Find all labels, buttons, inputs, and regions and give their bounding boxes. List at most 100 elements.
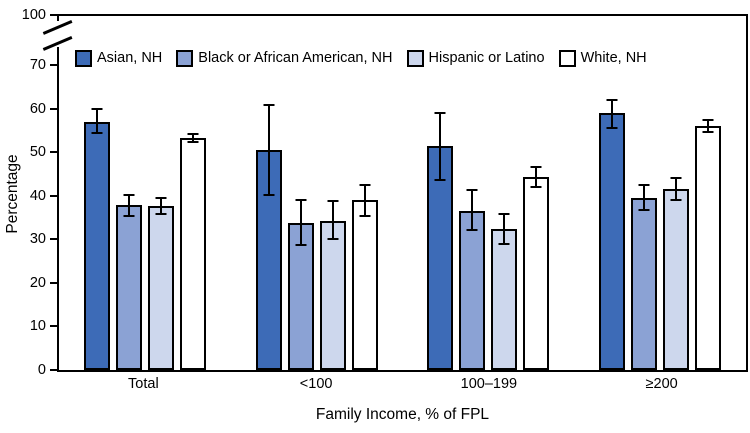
x-category-label-200: ≥200 [645, 376, 678, 392]
bar-hispanic-or-latino-total [147, 206, 174, 370]
plot-area: Asian, NH Black or African American, NH Hi… [57, 14, 748, 372]
legend-item-asian-nh: Asian, NH [75, 50, 162, 67]
x-axis-title: Family Income, % of FPL [315, 406, 490, 423]
x-category-label-100: <100 [299, 376, 333, 392]
bar-group-200 [574, 16, 746, 370]
error-bar-line [267, 105, 270, 196]
error-bar-line [675, 178, 678, 201]
error-bar-cap-top [702, 119, 714, 122]
legend-label: Asian, NH [97, 50, 163, 66]
error-bar-cap-top [327, 199, 339, 202]
bar-slot [631, 16, 658, 370]
bar-white-nh-100-199 [523, 177, 550, 370]
y-tick-label: 20 [29, 274, 46, 291]
x-axis-labels: Total <100 100–199 ≥200 [57, 376, 748, 392]
bar-black-or-african-american-nh-total [115, 204, 142, 370]
error-bar-cap-top [670, 177, 682, 180]
error-bar-line [439, 112, 442, 181]
error-bar-cap-top [606, 98, 618, 101]
y-tick-label: 0 [37, 362, 46, 378]
y-tick-label: 60 [29, 100, 46, 117]
bar-slot [695, 16, 722, 370]
legend-label: White, NH [580, 50, 647, 66]
bar-slot [255, 16, 282, 370]
error-bar-cap-bottom [123, 214, 135, 217]
bar-hispanic-or-latino-200 [663, 189, 690, 370]
y-tick [50, 194, 57, 197]
y-tick [50, 107, 57, 110]
error-bar-cap-bottom [263, 194, 275, 197]
bar-slot [427, 16, 454, 370]
error-bar-cap-bottom [295, 243, 307, 246]
error-bar-cap-bottom [91, 132, 103, 135]
bar-slot [83, 16, 110, 370]
bar-slot [115, 16, 142, 370]
error-bar-cap-top [638, 183, 650, 186]
error-bar-cap-bottom [606, 126, 618, 129]
bar-slot [491, 16, 518, 370]
error-bar-cap-top [123, 194, 135, 197]
error-bar-cap-top [263, 104, 275, 107]
y-tick-label: 70 [29, 57, 46, 73]
error-bar-cap-top [359, 184, 371, 187]
legend-item-hispanic-or-latino: Hispanic or Latino [406, 50, 545, 67]
bar-group-100-199 [403, 16, 575, 370]
error-bar-cap-top [498, 213, 510, 216]
error-bar-line [471, 189, 474, 230]
bar-slot [351, 16, 378, 370]
error-bar-cap-bottom [702, 130, 714, 133]
y-tick-label: 100 [21, 7, 46, 23]
y-tick [50, 64, 57, 66]
legend-swatch-black-or-african-american-nh [176, 50, 194, 67]
bar-group-total [59, 16, 231, 370]
error-bar-cap-top [434, 111, 446, 114]
bar-slot [147, 16, 174, 370]
error-bar-line [643, 184, 646, 211]
error-bar-line [299, 200, 302, 245]
error-bar-cap-bottom [327, 238, 339, 241]
bar-slot [319, 16, 346, 370]
error-bar-line [95, 109, 98, 134]
bar-black-or-african-american-nh-100-199 [459, 210, 486, 370]
legend-item-black-or-african-american-nh: Black or African American, NH [176, 50, 393, 67]
error-bar-cap-top [155, 196, 167, 199]
y-tick [50, 325, 57, 328]
bar-white-nh-200 [695, 126, 722, 370]
legend-swatch-white-nh [558, 50, 576, 67]
error-bar-cap-bottom [498, 243, 510, 246]
error-bar-line [503, 214, 506, 245]
bar-group-100 [231, 16, 403, 370]
error-bar-cap-bottom [434, 179, 446, 182]
y-tick-label: 10 [29, 318, 46, 335]
bar-groups [59, 16, 746, 370]
y-tick-label: 50 [29, 144, 46, 161]
bar-slot [287, 16, 314, 370]
bar-hispanic-or-latino-100-199 [491, 229, 518, 370]
y-tick-label: 30 [29, 231, 46, 248]
error-bar-cap-top [91, 108, 103, 111]
error-bar-line [331, 200, 334, 240]
bar-slot [663, 16, 690, 370]
y-tick [50, 238, 57, 241]
y-tick [50, 369, 57, 371]
bar-white-nh-100 [351, 200, 378, 370]
error-bar-cap-bottom [187, 141, 199, 144]
y-tick [50, 14, 57, 16]
error-bar-line [127, 195, 130, 216]
bar-slot [459, 16, 486, 370]
error-bar-line [535, 166, 538, 188]
error-bar-cap-top [295, 199, 307, 202]
bar-slot [179, 16, 206, 370]
error-bar-cap-top [466, 188, 478, 191]
y-tick [50, 151, 57, 154]
error-bar-line [191, 133, 194, 143]
y-tick-label: 40 [29, 187, 46, 204]
y-tick [50, 281, 57, 284]
legend-swatch-hispanic-or-latino [406, 50, 424, 67]
error-bar-cap-bottom [155, 212, 167, 215]
error-bar-cap-bottom [638, 209, 650, 212]
legend: Asian, NH Black or African American, NH Hi… [75, 50, 647, 67]
x-category-label-total: Total [128, 376, 159, 392]
error-bar-cap-top [530, 165, 542, 168]
